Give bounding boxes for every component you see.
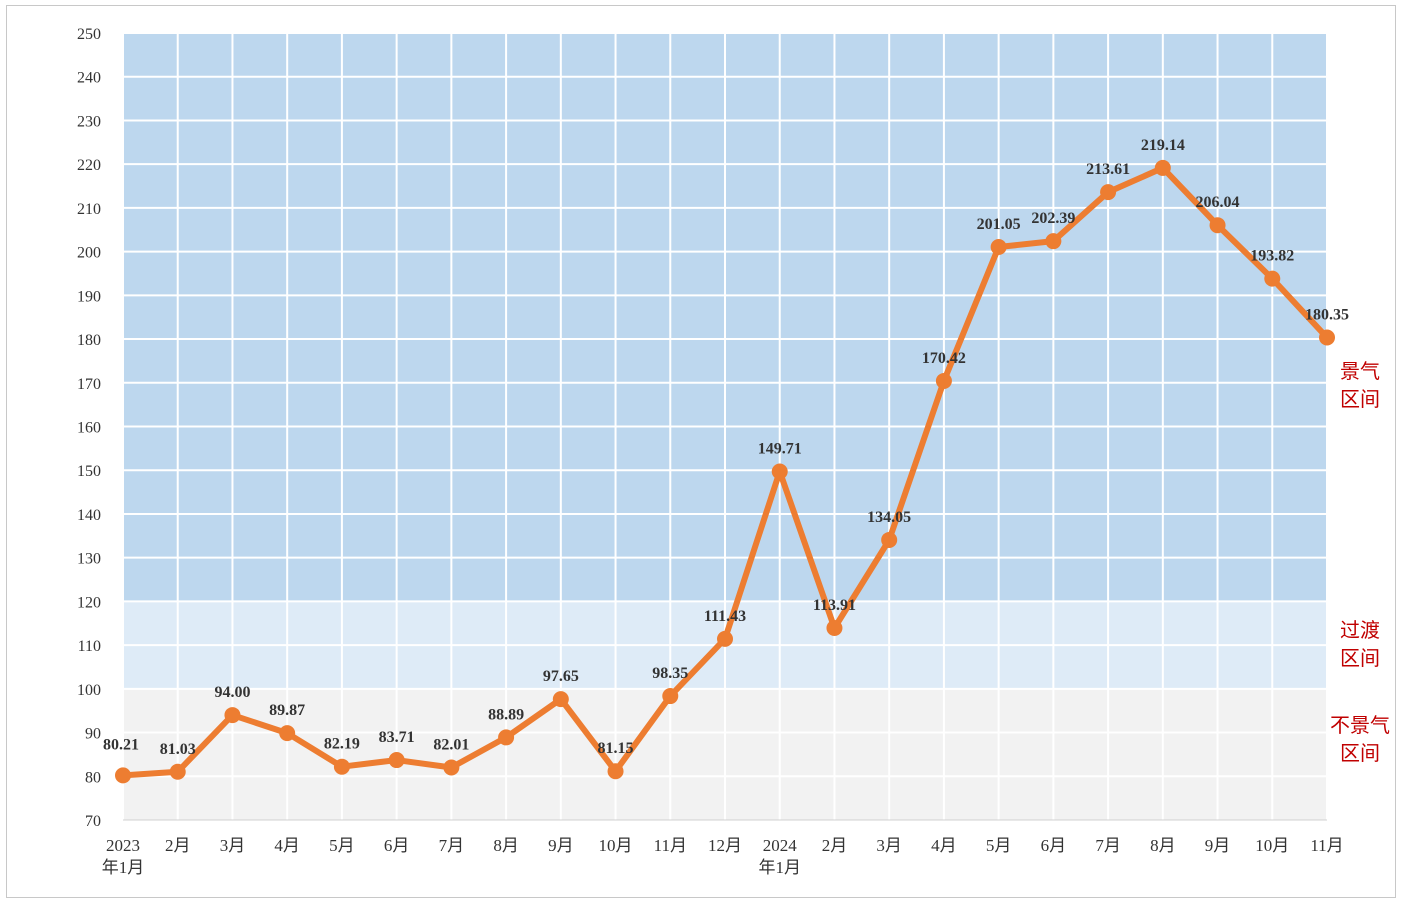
data-point bbox=[1045, 233, 1062, 250]
data-point bbox=[279, 725, 296, 742]
data-label: 113.91 bbox=[813, 597, 856, 614]
data-label: 94.00 bbox=[214, 684, 250, 701]
y-tick-label: 80 bbox=[85, 769, 101, 786]
data-point bbox=[1319, 329, 1335, 346]
y-tick-label: 90 bbox=[85, 726, 101, 743]
x-tick-label: 2023 bbox=[106, 836, 140, 855]
x-tick-label: 6月 bbox=[384, 836, 410, 855]
data-point bbox=[552, 691, 569, 708]
data-point bbox=[224, 707, 241, 724]
data-label: 81.15 bbox=[598, 740, 634, 757]
y-tick-label: 190 bbox=[77, 288, 101, 305]
data-point bbox=[443, 759, 460, 776]
data-point bbox=[935, 372, 952, 389]
y-tick-label: 140 bbox=[77, 507, 101, 524]
data-label: 134.05 bbox=[867, 509, 911, 526]
data-label: 111.43 bbox=[704, 608, 746, 625]
data-label: 219.14 bbox=[1141, 137, 1185, 154]
x-tick-label: 3月 bbox=[876, 836, 902, 855]
zone-label: 景气 bbox=[1340, 360, 1380, 383]
y-tick-label: 110 bbox=[78, 638, 101, 655]
data-label: 170.42 bbox=[922, 350, 966, 367]
data-point bbox=[1100, 184, 1117, 201]
x-tick-label: 8月 bbox=[1150, 836, 1176, 855]
data-label: 180.35 bbox=[1305, 307, 1349, 324]
x-tick-label: 年1月 bbox=[102, 858, 145, 877]
x-tick-label: 4月 bbox=[931, 836, 957, 855]
data-point bbox=[990, 239, 1007, 256]
data-point bbox=[388, 752, 405, 769]
data-label: 89.87 bbox=[269, 702, 305, 719]
data-point bbox=[1209, 217, 1226, 234]
data-label: 213.61 bbox=[1086, 161, 1130, 178]
data-point bbox=[717, 630, 733, 647]
data-label: 82.01 bbox=[433, 736, 469, 753]
y-tick-label: 210 bbox=[77, 201, 101, 218]
data-point bbox=[662, 688, 679, 705]
data-label: 149.71 bbox=[758, 440, 802, 457]
data-label: 88.89 bbox=[488, 706, 524, 723]
x-tick-label: 3月 bbox=[220, 836, 246, 855]
y-tick-label: 220 bbox=[77, 157, 101, 174]
x-tick-label: 11月 bbox=[1310, 836, 1343, 855]
y-tick-label: 230 bbox=[77, 113, 101, 130]
data-point bbox=[881, 531, 898, 548]
data-point bbox=[115, 767, 131, 784]
x-tick-label: 2月 bbox=[165, 836, 191, 855]
data-label: 82.19 bbox=[324, 736, 360, 753]
data-point bbox=[333, 758, 350, 775]
data-label: 193.82 bbox=[1250, 248, 1294, 265]
data-label: 98.35 bbox=[652, 665, 688, 682]
y-tick-label: 250 bbox=[77, 26, 101, 43]
y-tick-label: 200 bbox=[77, 245, 101, 262]
chart-frame bbox=[6, 5, 1396, 898]
x-tick-label: 7月 bbox=[439, 836, 465, 855]
x-tick-label: 年1月 bbox=[758, 858, 801, 877]
zone-label: 区间 bbox=[1340, 742, 1380, 765]
y-tick-label: 130 bbox=[77, 551, 101, 568]
y-tick-label: 160 bbox=[77, 420, 101, 437]
x-tick-label: 10月 bbox=[599, 836, 633, 855]
data-label: 202.39 bbox=[1031, 210, 1075, 227]
zone-label: 区间 bbox=[1340, 388, 1380, 411]
x-tick-label: 2024 bbox=[763, 836, 798, 855]
data-label: 81.03 bbox=[160, 741, 196, 758]
zone-label: 不景气 bbox=[1330, 714, 1390, 737]
data-point bbox=[498, 729, 515, 746]
y-tick-label: 170 bbox=[77, 376, 101, 393]
x-tick-label: 7月 bbox=[1095, 836, 1121, 855]
data-point bbox=[1264, 270, 1281, 287]
x-tick-label: 9月 bbox=[548, 836, 574, 855]
x-tick-label: 2月 bbox=[822, 836, 848, 855]
y-tick-label: 100 bbox=[77, 682, 101, 699]
x-tick-label: 4月 bbox=[274, 836, 300, 855]
x-tick-label: 10月 bbox=[1255, 836, 1289, 855]
data-label: 80.21 bbox=[103, 736, 139, 753]
zone-label: 过渡 bbox=[1340, 619, 1380, 642]
zone-label: 区间 bbox=[1340, 647, 1380, 670]
x-tick-label: 11月 bbox=[654, 836, 687, 855]
data-point bbox=[607, 763, 624, 780]
x-tick-label: 5月 bbox=[329, 836, 355, 855]
y-tick-label: 150 bbox=[77, 463, 101, 480]
x-tick-label: 8月 bbox=[493, 836, 519, 855]
y-tick-label: 240 bbox=[77, 70, 101, 87]
data-point bbox=[169, 763, 186, 780]
data-point bbox=[826, 620, 843, 637]
x-tick-label: 6月 bbox=[1041, 836, 1067, 855]
data-point bbox=[1154, 159, 1171, 176]
data-label: 201.05 bbox=[977, 216, 1021, 233]
x-tick-label: 5月 bbox=[986, 836, 1012, 855]
data-label: 97.65 bbox=[543, 668, 579, 685]
x-tick-label: 12月 bbox=[708, 836, 742, 855]
x-tick-label: 9月 bbox=[1205, 836, 1231, 855]
y-tick-label: 70 bbox=[85, 813, 101, 830]
data-label: 206.04 bbox=[1196, 194, 1240, 211]
y-tick-label: 120 bbox=[77, 594, 101, 611]
y-tick-label: 180 bbox=[77, 332, 101, 349]
data-label: 83.71 bbox=[379, 729, 415, 746]
data-point bbox=[771, 463, 788, 480]
